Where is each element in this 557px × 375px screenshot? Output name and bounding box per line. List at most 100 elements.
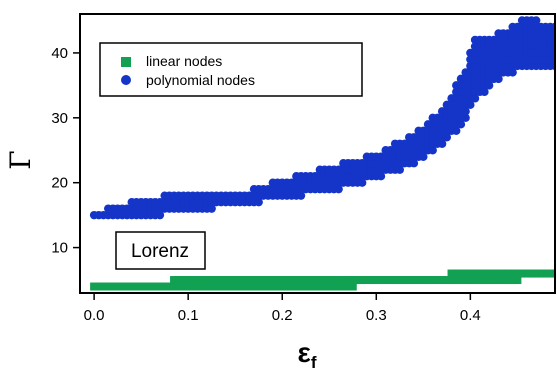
- data-point-linear-nodes: [358, 276, 367, 285]
- data-point-linear-nodes: [306, 282, 315, 291]
- data-point-linear-nodes: [391, 276, 400, 285]
- legend-label-polynomial-nodes: polynomial nodes: [146, 72, 255, 88]
- data-point-linear-nodes: [278, 282, 287, 291]
- data-point-linear-nodes: [466, 269, 475, 278]
- data-point-linear-nodes: [146, 282, 155, 291]
- data-point-linear-nodes: [268, 276, 277, 285]
- data-point-linear-nodes: [480, 276, 489, 285]
- data-point-linear-nodes: [494, 269, 503, 278]
- data-point-linear-nodes: [414, 276, 423, 285]
- data-point-polynomial-nodes: [550, 35, 555, 45]
- data-point-linear-nodes: [151, 282, 160, 291]
- data-point-linear-nodes: [471, 276, 480, 285]
- data-point-linear-nodes: [466, 276, 475, 285]
- data-point-linear-nodes: [226, 282, 235, 291]
- data-point-linear-nodes: [339, 276, 348, 285]
- y-tick-label: 10: [51, 240, 68, 257]
- data-point-linear-nodes: [532, 269, 541, 278]
- data-point-linear-nodes: [170, 276, 179, 285]
- data-point-linear-nodes: [344, 276, 353, 285]
- data-point-linear-nodes: [137, 282, 146, 291]
- data-point-linear-nodes: [193, 276, 202, 285]
- data-point-linear-nodes: [132, 282, 141, 291]
- data-point-linear-nodes: [503, 269, 512, 278]
- data-point-polynomial-nodes: [409, 159, 419, 168]
- data-point-linear-nodes: [155, 282, 164, 291]
- data-point-linear-nodes: [405, 276, 414, 285]
- data-point-linear-nodes: [212, 282, 221, 291]
- data-point-linear-nodes: [118, 282, 127, 291]
- data-point-linear-nodes: [348, 282, 357, 291]
- data-point-linear-nodes: [419, 276, 428, 285]
- data-point-linear-nodes: [141, 282, 150, 291]
- data-point-linear-nodes: [268, 282, 277, 291]
- data-point-linear-nodes: [471, 269, 480, 278]
- data-point-linear-nodes: [311, 276, 320, 285]
- data-point-linear-nodes: [536, 269, 545, 278]
- data-point-linear-nodes: [320, 282, 329, 291]
- data-point-linear-nodes: [160, 282, 169, 291]
- data-point-linear-nodes: [461, 269, 470, 278]
- legend-marker-polynomial-nodes: [121, 75, 131, 85]
- annotation-frame: [115, 231, 206, 270]
- data-point-linear-nodes: [400, 276, 409, 285]
- data-point-linear-nodes: [522, 269, 531, 278]
- data-point-linear-nodes: [207, 276, 216, 285]
- data-point-linear-nodes: [264, 282, 273, 291]
- data-point-polynomial-nodes: [334, 184, 343, 194]
- data-point-linear-nodes: [287, 282, 296, 291]
- data-point-linear-nodes: [94, 282, 103, 291]
- data-point-linear-nodes: [456, 269, 465, 278]
- y-axis-ticks: 10 20 30 40: [51, 45, 80, 257]
- x-axis-label: εf: [298, 337, 317, 372]
- data-point-linear-nodes: [221, 282, 230, 291]
- y-tick-label: 30: [51, 110, 68, 127]
- legend: linear nodes polynomial nodes: [99, 42, 363, 97]
- data-point-polynomial-nodes: [437, 139, 447, 148]
- data-point-linear-nodes: [372, 276, 381, 285]
- data-point-polynomial-nodes: [508, 68, 517, 77]
- data-point-linear-nodes: [217, 282, 226, 291]
- data-point-linear-nodes: [278, 276, 287, 285]
- data-point-linear-nodes: [508, 276, 517, 285]
- data-point-linear-nodes: [240, 276, 249, 285]
- data-point-linear-nodes: [311, 282, 320, 291]
- data-point-linear-nodes: [250, 276, 259, 285]
- x-axis-label-main: ε: [298, 337, 311, 368]
- data-point-linear-nodes: [513, 269, 522, 278]
- data-point-polynomial-nodes: [531, 16, 541, 25]
- legend-box: [99, 42, 363, 97]
- data-point-linear-nodes: [297, 276, 306, 285]
- data-point-linear-nodes: [315, 282, 324, 291]
- data-point-linear-nodes: [104, 282, 113, 291]
- data-point-linear-nodes: [447, 276, 456, 285]
- data-point-linear-nodes: [494, 276, 503, 285]
- data-point-linear-nodes: [231, 282, 240, 291]
- data-point-linear-nodes: [198, 276, 207, 285]
- data-point-polynomial-nodes: [550, 61, 555, 71]
- data-point-linear-nodes: [273, 282, 282, 291]
- data-point-polynomial-nodes: [550, 22, 555, 32]
- data-point-linear-nodes: [456, 276, 465, 285]
- data-point-polynomial-nodes: [480, 87, 489, 97]
- data-point-linear-nodes: [231, 276, 240, 285]
- data-point-linear-nodes: [264, 276, 273, 285]
- data-point-linear-nodes: [386, 276, 395, 285]
- data-point-linear-nodes: [447, 269, 456, 278]
- data-point-linear-nodes: [452, 269, 461, 278]
- data-point-polynomial-nodes: [442, 133, 452, 142]
- data-point-polynomial-nodes: [494, 74, 503, 84]
- data-point-linear-nodes: [362, 276, 371, 285]
- data-point-linear-nodes: [367, 276, 376, 285]
- data-point-linear-nodes: [306, 276, 315, 285]
- data-point-polynomial-nodes: [550, 29, 555, 38]
- data-point-polynomial-nodes: [470, 94, 480, 103]
- data-point-linear-nodes: [461, 276, 470, 285]
- data-point-linear-nodes: [198, 282, 207, 291]
- data-point-linear-nodes: [546, 269, 555, 278]
- data-point-linear-nodes: [123, 282, 132, 291]
- data-point-linear-nodes: [480, 269, 489, 278]
- data-point-linear-nodes: [508, 269, 517, 278]
- data-point-linear-nodes: [297, 282, 306, 291]
